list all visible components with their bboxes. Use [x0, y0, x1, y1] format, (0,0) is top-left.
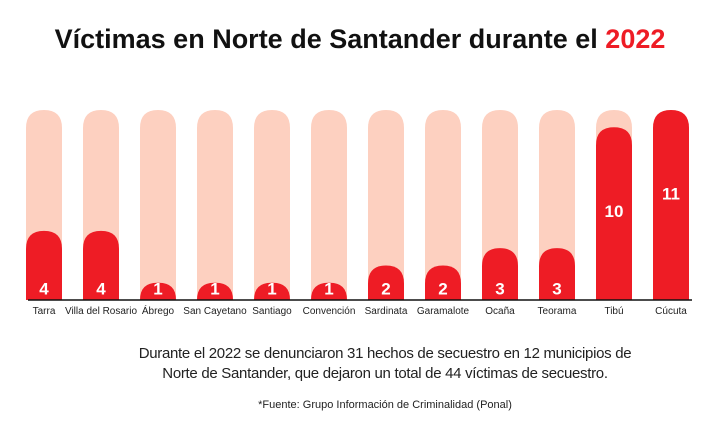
bar	[254, 282, 290, 300]
value-label: 2	[438, 279, 447, 298]
value-label: 1	[267, 279, 276, 298]
bar	[197, 282, 233, 300]
x-tick-label: Tibú	[604, 306, 623, 317]
bar	[311, 282, 347, 300]
x-tick-label: Ocaña	[485, 306, 515, 317]
value-label: 4	[39, 279, 49, 298]
bar-track	[197, 110, 233, 300]
bar-track	[311, 110, 347, 300]
value-label: 3	[552, 279, 561, 298]
bar-track	[368, 110, 404, 300]
title-highlight: 2022	[605, 24, 665, 54]
bar	[596, 127, 632, 300]
value-label: 1	[324, 279, 333, 298]
bar-track	[254, 110, 290, 300]
value-label: 3	[495, 279, 504, 298]
x-tick-label: Cúcuta	[655, 306, 687, 317]
value-label: 10	[605, 202, 624, 221]
value-label: 2	[381, 279, 390, 298]
x-tick-label: Garamalote	[417, 306, 470, 317]
bar	[482, 248, 518, 300]
bar	[653, 110, 689, 300]
x-tick-label: Sardinata	[365, 306, 408, 317]
bar	[83, 230, 119, 300]
bar	[368, 265, 404, 300]
x-tick-label: Teorama	[538, 306, 577, 317]
value-label: 4	[96, 279, 106, 298]
x-tick-label: Santiago	[252, 306, 292, 317]
value-label: 11	[662, 184, 680, 203]
bar	[539, 248, 575, 300]
value-label: 1	[210, 279, 219, 298]
bar	[26, 230, 62, 300]
bar-track	[140, 110, 176, 300]
x-tick-label: Villa del Rosario	[65, 306, 138, 317]
bar-track	[425, 110, 461, 300]
value-label: 1	[153, 279, 162, 298]
source: *Fuente: Grupo Información de Criminalid…	[258, 399, 512, 411]
bar	[425, 265, 461, 300]
description: Durante el 2022 se denunciaron 31 hechos…	[138, 345, 632, 382]
x-tick-label: San Cayetano	[183, 306, 247, 317]
bar	[140, 282, 176, 300]
x-tick-label: Ábrego	[142, 304, 175, 317]
chart: Víctimas en Norte de Santander durante e…	[26, 24, 692, 317]
x-tick-label: Convención	[303, 306, 356, 317]
chart-title: Víctimas en Norte de Santander durante e…	[55, 24, 666, 54]
title-text: Víctimas en Norte de Santander durante e…	[55, 24, 598, 54]
x-tick-label: Tarra	[33, 306, 56, 317]
